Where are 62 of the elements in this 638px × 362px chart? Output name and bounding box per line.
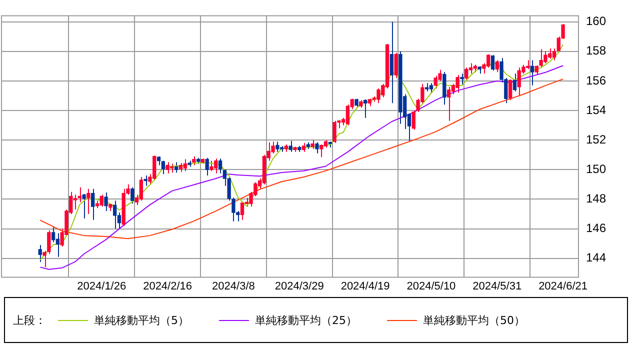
x-tick-label: 2024/3/29 <box>274 280 324 292</box>
candlestick <box>144 175 148 186</box>
candlestick <box>130 186 134 204</box>
candlestick <box>390 21 394 104</box>
candlestick <box>183 158 187 172</box>
candlestick <box>276 141 280 152</box>
candlestick <box>376 88 380 104</box>
candlestick <box>315 142 319 154</box>
candlestick <box>112 200 117 230</box>
candlestick <box>512 73 517 92</box>
x-tick-label: 2024/5/10 <box>406 280 456 292</box>
x-tick-label: 2024/5/31 <box>472 280 522 292</box>
legend-label: 単純移動平均（50） <box>423 314 525 326</box>
y-tick-label: 154 <box>586 102 606 117</box>
x-tick-label: 2024/4/19 <box>340 280 390 292</box>
candlestick <box>446 86 451 122</box>
candlestick <box>104 192 108 212</box>
candlestick <box>86 188 90 214</box>
legend-label: 単純移動平均（5） <box>94 314 189 326</box>
candlestick <box>205 157 209 176</box>
legend-label: 単純移動平均（25） <box>255 314 357 326</box>
candlestick <box>91 188 95 220</box>
x-tick-label: 2024/6/21 <box>538 280 588 292</box>
y-tick-label: 148 <box>586 192 606 206</box>
candlestick <box>38 244 42 263</box>
x-tick-label: 2024/3/8 <box>212 280 255 292</box>
candlestick <box>218 158 222 174</box>
candlestick <box>56 232 60 258</box>
y-tick-label: 160 <box>586 14 606 28</box>
candlestick <box>363 98 368 118</box>
x-tick-label: 2024/1/26 <box>77 280 126 292</box>
candlestick <box>100 194 104 208</box>
candlestick <box>429 82 434 94</box>
candlestick <box>82 194 86 219</box>
candlestick <box>490 54 495 72</box>
y-tick-label: 150 <box>586 162 606 176</box>
candlestick <box>78 186 82 203</box>
candlestick <box>240 202 244 220</box>
legend-title: 上段： <box>13 312 46 328</box>
candlestick <box>530 60 534 86</box>
y-tick-label: 152 <box>586 132 606 146</box>
y-tick-label: 144 <box>586 250 606 265</box>
candlestick <box>161 160 165 175</box>
candlestick <box>320 144 324 158</box>
candlestick <box>495 60 499 73</box>
candlestick <box>508 78 512 101</box>
y-tick-label: 158 <box>586 44 606 58</box>
candlestick <box>442 72 446 106</box>
x-tick-label: 2024/2/16 <box>143 280 192 292</box>
candlestick <box>288 140 292 152</box>
candlestick <box>73 194 78 210</box>
candlestick <box>394 52 398 79</box>
y-tick-label: 146 <box>586 221 606 236</box>
candlestick <box>139 176 144 202</box>
candlestick <box>460 73 464 86</box>
candlestick <box>210 160 214 172</box>
candlestick <box>174 162 178 174</box>
candlestick <box>552 48 556 61</box>
y-tick-label: 156 <box>586 73 606 88</box>
candlestick <box>456 74 460 94</box>
candlestick <box>464 67 468 80</box>
candlestick <box>51 226 56 243</box>
